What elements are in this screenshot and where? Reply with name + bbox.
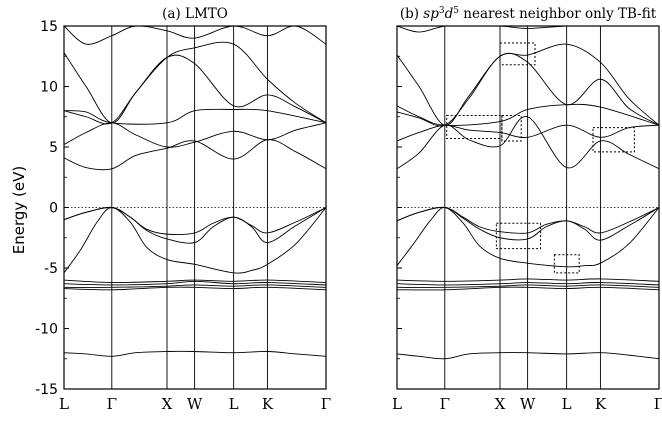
band-b-0 bbox=[397, 352, 659, 360]
band-b-4 bbox=[397, 286, 659, 291]
band-b-1 bbox=[397, 278, 659, 282]
band-a-7 bbox=[64, 206, 326, 235]
band-a-0 bbox=[64, 350, 326, 357]
x-tick-label-b-2: X bbox=[495, 395, 506, 413]
dotted-annotation-box-5 bbox=[553, 254, 580, 274]
dotted-annotation-box-2 bbox=[501, 115, 522, 142]
y-axis-label: Energy (eV) bbox=[10, 166, 28, 254]
x-tick-label-b-1: Γ bbox=[440, 395, 450, 413]
band-b-8 bbox=[397, 116, 659, 170]
panel-a-lmto: L Γ X W L K Γ 15 10 5 0 -5 -10 -15 (a) LMTO bbox=[35, 6, 331, 413]
x-tick-label-a-3: W bbox=[187, 395, 203, 413]
y-tick-label: -5 bbox=[44, 261, 58, 277]
y-tick-label: 10 bbox=[40, 80, 58, 96]
dotted-annotation-box-0 bbox=[499, 42, 536, 66]
x-tick-label-a-2: X bbox=[162, 395, 173, 413]
band-a-13 bbox=[64, 26, 326, 45]
band-b-5 bbox=[397, 207, 659, 268]
band-a-4 bbox=[64, 286, 326, 291]
x-tick-label-a-0: L bbox=[59, 395, 69, 413]
y-tick-label: 15 bbox=[40, 19, 58, 35]
panel-title-b: (b) sp3d5 nearest neighbor only TB-fit bbox=[400, 6, 657, 22]
x-tick-label-a-6: Γ bbox=[321, 395, 331, 413]
band-a-1 bbox=[64, 279, 326, 283]
x-tick-label-b-5: K bbox=[595, 395, 607, 413]
x-tick-label-a-1: Γ bbox=[107, 395, 117, 413]
band-a-5 bbox=[64, 207, 326, 274]
dotted-annotation-box-1 bbox=[446, 115, 503, 140]
x-tick-label-b-3: W bbox=[520, 395, 536, 413]
band-a-3 bbox=[64, 284, 326, 288]
band-a-12 bbox=[64, 41, 326, 124]
panel-title-a: (a) LMTO bbox=[162, 6, 228, 22]
band-a-10 bbox=[64, 54, 326, 125]
dotted-annotation-box-4 bbox=[495, 222, 542, 250]
band-b-2 bbox=[397, 282, 659, 286]
y-tick-label: -15 bbox=[35, 382, 58, 398]
band-b-7 bbox=[397, 206, 659, 234]
x-tick-label-b-6: Γ bbox=[654, 395, 662, 413]
band-a-9 bbox=[64, 122, 326, 148]
band-a-8 bbox=[64, 139, 326, 171]
dotted-annotation-box-3 bbox=[592, 127, 635, 153]
y-tick-label: 0 bbox=[49, 201, 58, 217]
y-tick-label: 5 bbox=[49, 140, 58, 156]
x-tick-label-b-4: L bbox=[562, 395, 572, 413]
band-a-2 bbox=[64, 280, 326, 286]
x-tick-label-b-0: L bbox=[392, 395, 402, 413]
band-b-13 bbox=[397, 26, 659, 33]
band-b-9 bbox=[397, 124, 659, 142]
band-b-12 bbox=[397, 43, 659, 126]
band-b-3 bbox=[397, 284, 659, 288]
x-tick-label-a-5: K bbox=[262, 395, 274, 413]
band-a-11 bbox=[64, 108, 326, 125]
panel-b-tb-fit: L Γ X W L K Γ (b) sp3d5 nearest neighbor only T… bbox=[392, 6, 662, 413]
x-tick-label-a-4: L bbox=[229, 395, 239, 413]
y-tick-label: -10 bbox=[35, 322, 58, 338]
